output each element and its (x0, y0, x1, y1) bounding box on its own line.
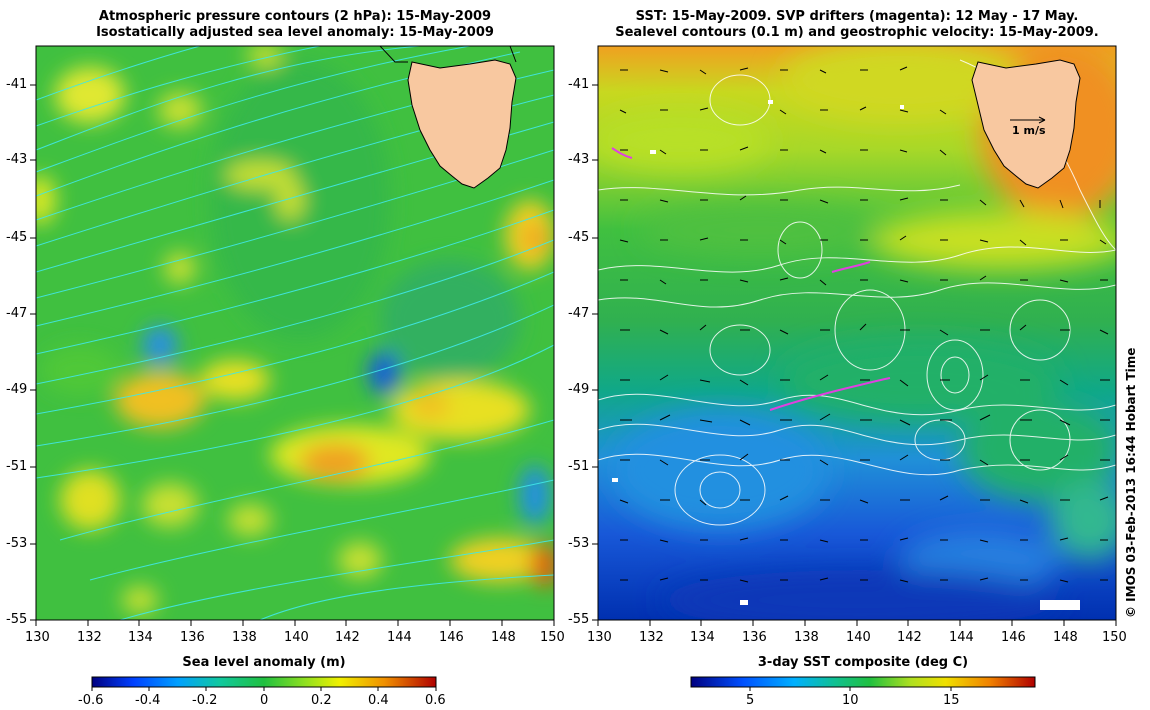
sla-tick: 0.2 (311, 693, 332, 708)
lat-tick: -47 (568, 306, 590, 321)
lat-tick: -43 (568, 152, 590, 167)
lon-tick: 146 (439, 630, 464, 645)
tasmania-land (407, 59, 517, 189)
lon-tick: 148 (1053, 630, 1078, 645)
left-title: Atmospheric pressure contours (2 hPa): 1… (36, 9, 554, 41)
lon-tick: 138 (794, 630, 819, 645)
lon-tick: 144 (949, 630, 974, 645)
left-title-line2: Isostatically adjusted sea level anomaly… (96, 25, 494, 40)
lon-tick: 138 (232, 630, 257, 645)
lon-tick: 136 (742, 630, 767, 645)
right-title-line1: SST: 15-May-2009. SVP drifters (magenta)… (635, 9, 1079, 24)
lat-tick: -53 (568, 536, 590, 551)
lon-tick: 142 (897, 630, 922, 645)
lon-tick: 148 (491, 630, 516, 645)
missing-data-specks (612, 100, 1080, 610)
right-map-field (598, 46, 1116, 620)
sst-colorbar-title: 3-day SST composite (deg C) (757, 655, 969, 670)
sla-colorbar (91, 676, 437, 688)
lat-tick: -49 (6, 382, 28, 397)
sst-colorbar (690, 676, 1036, 688)
lat-tick: -41 (6, 77, 28, 92)
lat-tick: -45 (568, 230, 590, 245)
lon-tick: 134 (128, 630, 153, 645)
lat-tick: -49 (568, 382, 590, 397)
left-axis-ticks (30, 84, 555, 626)
lat-tick: -43 (6, 152, 28, 167)
sla-tick: 0.4 (368, 693, 389, 708)
lat-tick: -55 (6, 612, 28, 627)
velocity-arrows (619, 66, 1110, 583)
sla-tick: 0 (260, 693, 269, 708)
lat-tick: -53 (6, 536, 28, 551)
lon-tick: 132 (77, 630, 102, 645)
lon-tick: 130 (25, 630, 50, 645)
lat-tick: -51 (6, 459, 28, 474)
lon-tick: 144 (387, 630, 412, 645)
velocity-key-arrow (1010, 116, 1046, 124)
sst-tick: 15 (943, 693, 960, 708)
right-title: SST: 15-May-2009. SVP drifters (magenta)… (598, 9, 1116, 41)
lon-tick: 140 (284, 630, 309, 645)
drifter-tracks (611, 147, 891, 411)
sla-tick: -0.4 (135, 693, 161, 708)
sst-tick: 10 (842, 693, 859, 708)
velocity-key-label: 1 m/s (1012, 124, 1046, 137)
sla-tick: 0.6 (425, 693, 446, 708)
sealevel-contours (598, 59, 1116, 526)
left-map-field (36, 46, 554, 620)
pressure-contours (36, 46, 554, 620)
sla-tick: -0.6 (78, 693, 104, 708)
lat-tick: -47 (6, 306, 28, 321)
tasmania-land-right (971, 59, 1081, 189)
lon-tick: 150 (540, 630, 565, 645)
lon-tick: 136 (180, 630, 205, 645)
lon-tick: 130 (587, 630, 612, 645)
lat-tick: -55 (568, 612, 590, 627)
lon-tick: 150 (1102, 630, 1127, 645)
lon-tick: 134 (690, 630, 715, 645)
sla-colorbar-title: Sea level anomaly (m) (182, 655, 346, 670)
lon-tick: 142 (335, 630, 360, 645)
lat-tick: -45 (6, 230, 28, 245)
lon-tick: 146 (1001, 630, 1026, 645)
lon-tick: 140 (846, 630, 871, 645)
sst-tick: 5 (746, 693, 755, 708)
right-title-line2: Sealevel contours (0.1 m) and geostrophi… (615, 25, 1099, 40)
lon-tick: 132 (639, 630, 664, 645)
lat-tick: -51 (568, 459, 590, 474)
left-title-line1: Atmospheric pressure contours (2 hPa): 1… (98, 9, 492, 24)
right-axis-ticks (592, 84, 1117, 626)
credit-text: © IMOS 03-Feb-2013 16:44 Hobart Time (1124, 347, 1138, 618)
sla-tick: -0.2 (192, 693, 218, 708)
lat-tick: -41 (568, 77, 590, 92)
